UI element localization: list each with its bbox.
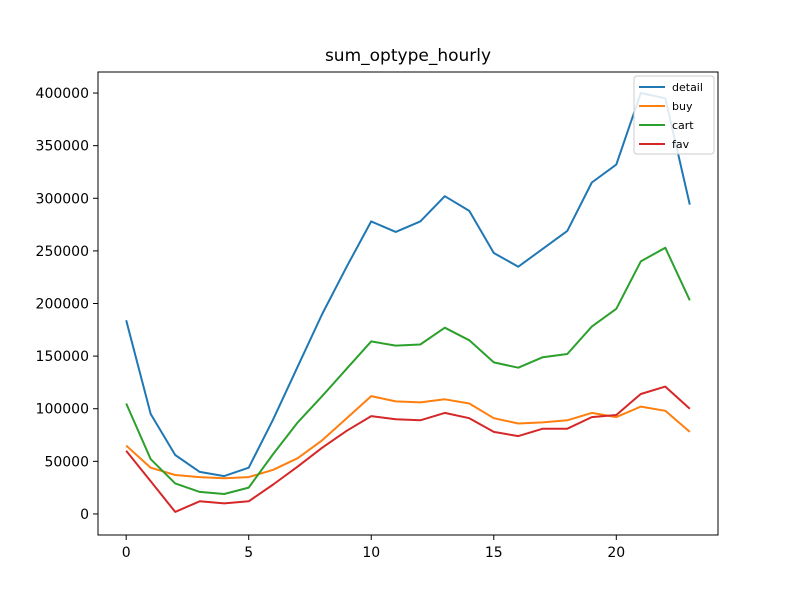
series-lines [125, 92, 691, 513]
legend-label-fav: fav [672, 138, 690, 151]
y-tick-label: 400000 [36, 86, 89, 102]
legend-label-cart: cart [672, 119, 694, 132]
x-tick-label: 0 [122, 545, 131, 561]
legend-box [633, 75, 715, 155]
y-tick-label: 150000 [36, 349, 89, 365]
y-tick-label: 350000 [36, 139, 89, 155]
legend-label-detail: detail [672, 81, 703, 94]
x-tick-label: 5 [244, 545, 253, 561]
plot-frame [97, 71, 719, 536]
x-tick-label: 10 [362, 545, 380, 561]
series-line-detail [125, 92, 691, 478]
x-tick-label: 15 [485, 545, 503, 561]
y-tick-label: 100000 [36, 402, 89, 418]
series-line-buy [125, 395, 691, 480]
series-line-cart [125, 246, 691, 495]
y-tick-label: 0 [80, 507, 89, 523]
legend-label-buy: buy [672, 100, 693, 113]
chart-title: sum_optype_hourly [325, 46, 491, 66]
x-axis-ticks: 0 5 10 15 20 [122, 535, 625, 561]
y-tick-label: 50000 [44, 454, 89, 470]
y-tick-label: 200000 [36, 297, 89, 313]
y-axis-ticks: 0 50000 100000 150000 200000 250000 300000 3500… [36, 86, 98, 523]
y-tick-label: 250000 [36, 244, 89, 260]
series-line-fav [125, 385, 691, 513]
y-tick-label: 300000 [36, 191, 89, 207]
x-tick-label: 20 [607, 545, 625, 561]
legend: detail buy cart fav [633, 75, 715, 155]
